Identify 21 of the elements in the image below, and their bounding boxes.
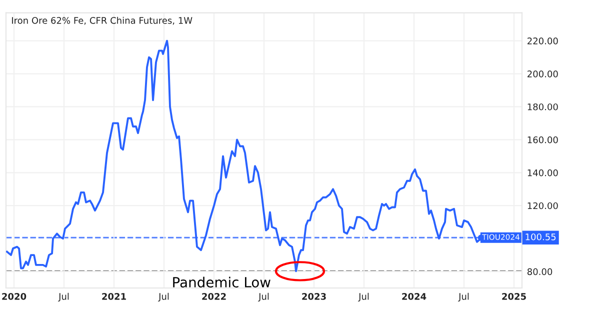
y-tick-label: 120.00 <box>528 202 558 210</box>
x-tick-label: 2021 <box>102 293 126 300</box>
chart-title: Iron Ore 62% Fe, CFR China Futures, 1W <box>12 16 192 25</box>
y-tick-label: 80.00 <box>527 268 552 276</box>
ref-line-label: 100.55 <box>526 233 556 240</box>
y-tick-label: 160.00 <box>528 136 558 144</box>
x-tick-label: Jul <box>258 292 269 302</box>
x-tick-label: Jul <box>58 292 69 302</box>
x-tick-label: 2024 <box>402 293 426 300</box>
x-tick-label: 2022 <box>202 293 226 300</box>
x-tick-label: Jul <box>158 292 169 302</box>
x-tick-label: 2020 <box>2 293 26 300</box>
annotation: Pandemic Low <box>173 276 270 288</box>
y-tick-label: 220.00 <box>528 38 558 44</box>
x-tick-label: Jul <box>358 292 369 302</box>
y-tick-label: 200.00 <box>528 70 558 78</box>
x-tick-label: 2023 <box>302 293 326 300</box>
x-tick-label: Jul <box>458 292 469 302</box>
x-tick-label: 2025 <box>502 293 526 300</box>
y-tick-label: 140.00 <box>528 169 558 176</box>
y-tick-label: 180.00 <box>528 103 558 110</box>
